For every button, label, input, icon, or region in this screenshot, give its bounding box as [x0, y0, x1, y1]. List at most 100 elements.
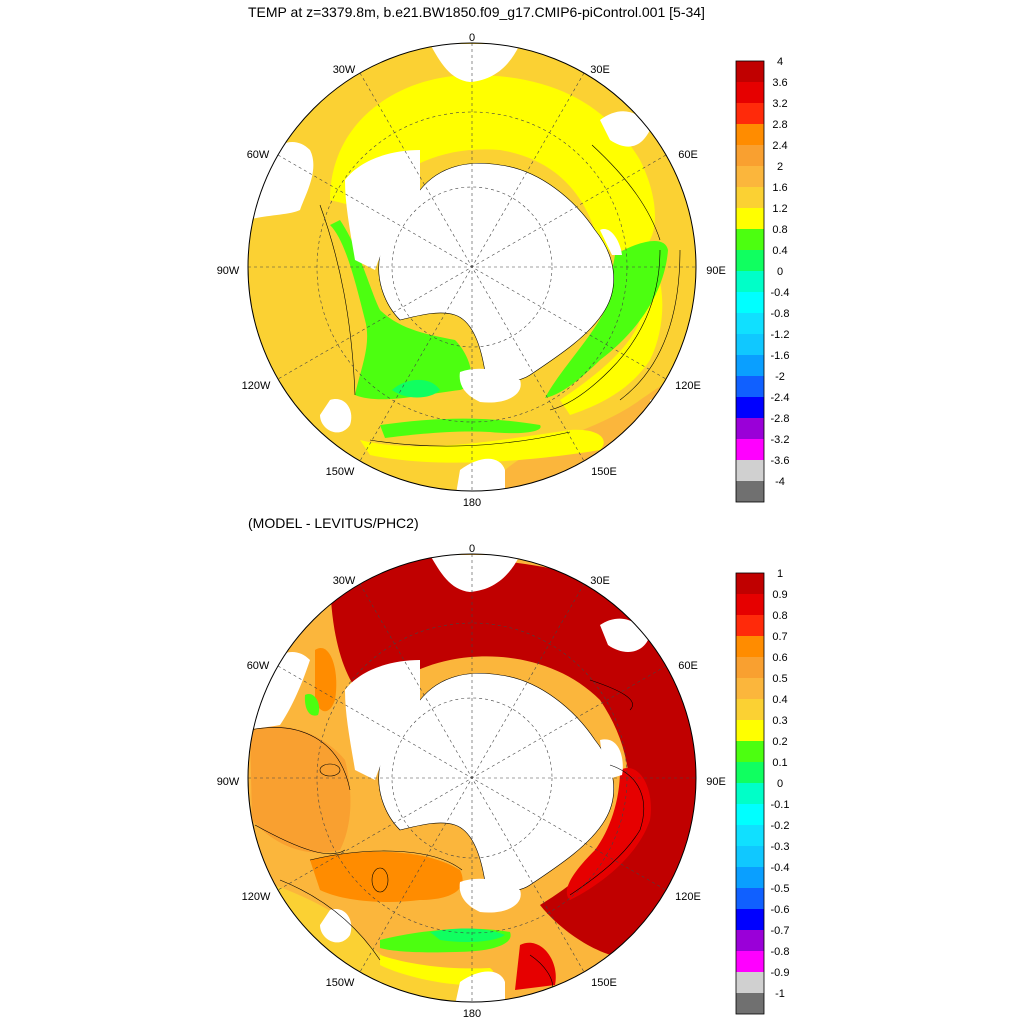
bottom-lon-label-30w: 30W: [333, 575, 356, 587]
top-mask-ross: [459, 368, 521, 403]
top-lon-label-30e: 30E: [590, 64, 610, 76]
colorbar-tick-label: 0.8: [772, 610, 787, 622]
colorbar-tick-label: 1.2: [772, 203, 787, 215]
colorbar-swatch: [736, 124, 764, 145]
colorbar-tick-label: -2.8: [771, 413, 790, 425]
colorbar-swatch: [736, 615, 764, 636]
colorbar-tick-label: 4: [777, 56, 783, 68]
colorbar-swatch: [736, 250, 764, 271]
colorbar-swatch: [736, 481, 764, 502]
colorbar-frame: [735, 572, 765, 1015]
colorbar-swatch: [736, 573, 764, 594]
top-mask-ridge-pacific: [320, 399, 352, 433]
colorbar-swatch: [736, 699, 764, 720]
colorbar-swatch: [736, 678, 764, 699]
colorbar-swatch: [736, 376, 764, 397]
colorbar-tick-label: -4: [775, 476, 785, 488]
colorbar-tick-label: 0.2: [772, 736, 787, 748]
colorbar-swatch: [736, 972, 764, 993]
colorbar-swatch: [736, 271, 764, 292]
colorbar-tick-label: 0.1: [772, 757, 787, 769]
colorbar-tick-label: -0.7: [771, 925, 790, 937]
colorbar-swatch: [736, 636, 764, 657]
bottom-orange-drake: [315, 648, 337, 712]
bottom-map-title: (MODEL - LEVITUS/PHC2): [248, 515, 419, 531]
colorbar-tick-label: -0.8: [771, 946, 790, 958]
colorbar-swatch: [736, 439, 764, 460]
colorbar-swatch: [736, 145, 764, 166]
top-mask-africa-ridge: [430, 44, 520, 82]
top-lon-label-30w: 30W: [333, 64, 356, 76]
colorbar-tick-label: -0.5: [771, 883, 790, 895]
colorbar-swatch: [736, 208, 764, 229]
colorbar-swatch: [736, 888, 764, 909]
top-lon-label-150w: 150W: [326, 466, 355, 478]
colorbar-tick-label: -0.1: [771, 799, 790, 811]
bottom-mask-ring-east: [600, 739, 623, 780]
top-lon-label-120w: 120W: [242, 380, 271, 392]
top-contours: [319, 144, 681, 447]
colorbar-swatch: [736, 657, 764, 678]
colorbar-tick-label: -0.9: [771, 967, 790, 979]
colorbar-swatch: [736, 804, 764, 825]
top-antarctica: [378, 162, 615, 381]
colorbar-tick-label: 2.8: [772, 119, 787, 131]
colorbar-swatch: [736, 993, 764, 1014]
colorbar-swatch: [736, 418, 764, 439]
colorbar-tick-label: 0: [777, 778, 783, 790]
colorbar-swatch: [736, 951, 764, 972]
colorbar-tick-label: -1.2: [771, 329, 790, 341]
colorbar-swatch: [736, 930, 764, 951]
bottom-lon-label-60e: 60E: [678, 660, 698, 672]
bottom-lon-label-30e: 30E: [590, 575, 610, 587]
top-yellow-band-pacific: [360, 429, 604, 463]
top-longitude-labels: 0 30E 60E 90E 120E 150E 180 150W 120W 90…: [217, 32, 726, 509]
bottom-mask-africa-ridge: [430, 555, 520, 592]
top-green-east: [545, 240, 668, 398]
colorbar-tick-label: -2.4: [771, 392, 790, 404]
colorbar-tick-label: -0.4: [771, 287, 790, 299]
colorbar-tick-label: 0: [777, 266, 783, 278]
colorbar-tick-label: 2: [777, 161, 783, 173]
top-lon-label-90e: 90E: [706, 265, 726, 277]
bottom-polar-map: 0 30E 60E 90E 120E 150E 180 150W 120W 90…: [217, 543, 790, 1020]
colorbar-swatch: [736, 187, 764, 208]
colorbar-tick-label: 2.4: [772, 140, 787, 152]
colorbar-swatch: [736, 334, 764, 355]
colorbar-frame: [735, 60, 765, 503]
colorbar-tick-label: 3.2: [772, 98, 787, 110]
colorbar-swatch: [736, 783, 764, 804]
colorbar-tick-label: -3.2: [771, 434, 790, 446]
colorbar-swatch: [736, 867, 764, 888]
colorbar-tick-label: -0.4: [771, 862, 790, 874]
colorbar-tick-label: 3.6: [772, 77, 787, 89]
colorbar-tick-label: -0.8: [771, 308, 790, 320]
colorbar-swatch: [736, 82, 764, 103]
colorbar-tick-label: 0.3: [772, 715, 787, 727]
colorbar-tick-label: -0.6: [771, 904, 790, 916]
colorbar-swatch: [736, 825, 764, 846]
top-lon-label-120e: 120E: [675, 380, 701, 392]
bottom-lon-label-0: 0: [469, 543, 475, 555]
colorbar-swatch: [736, 103, 764, 124]
bottom-orange-west: [250, 726, 351, 853]
bottom-lon-label-180: 180: [463, 1008, 481, 1020]
top-mask-kerguelen: [600, 111, 650, 147]
colorbar-tick-label: 0.5: [772, 673, 787, 685]
colorbar-tick-label: -0.3: [771, 841, 790, 853]
colorbar-tick-label: -1: [775, 988, 785, 1000]
colorbar-tick-label: -1.6: [771, 350, 790, 362]
bottom-lon-label-150e: 150E: [591, 977, 617, 989]
colorbar-swatch: [736, 61, 764, 82]
bottom-green-drake: [304, 694, 320, 716]
top-map-title: TEMP at z=3379.8m, b.e21.BW1850.f09_g17.…: [248, 4, 705, 20]
colorbar-tick-label: 0.6: [772, 652, 787, 664]
bottom-green2-ross: [430, 928, 505, 943]
top-lon-label-0: 0: [469, 32, 475, 44]
colorbar-swatch: [736, 313, 764, 334]
bottom-mask-new-zealand: [455, 971, 505, 1002]
colorbar-tick-label: -3.6: [771, 455, 790, 467]
top-lon-label-60w: 60W: [247, 149, 270, 161]
bottom-mask-weddell: [345, 660, 420, 780]
